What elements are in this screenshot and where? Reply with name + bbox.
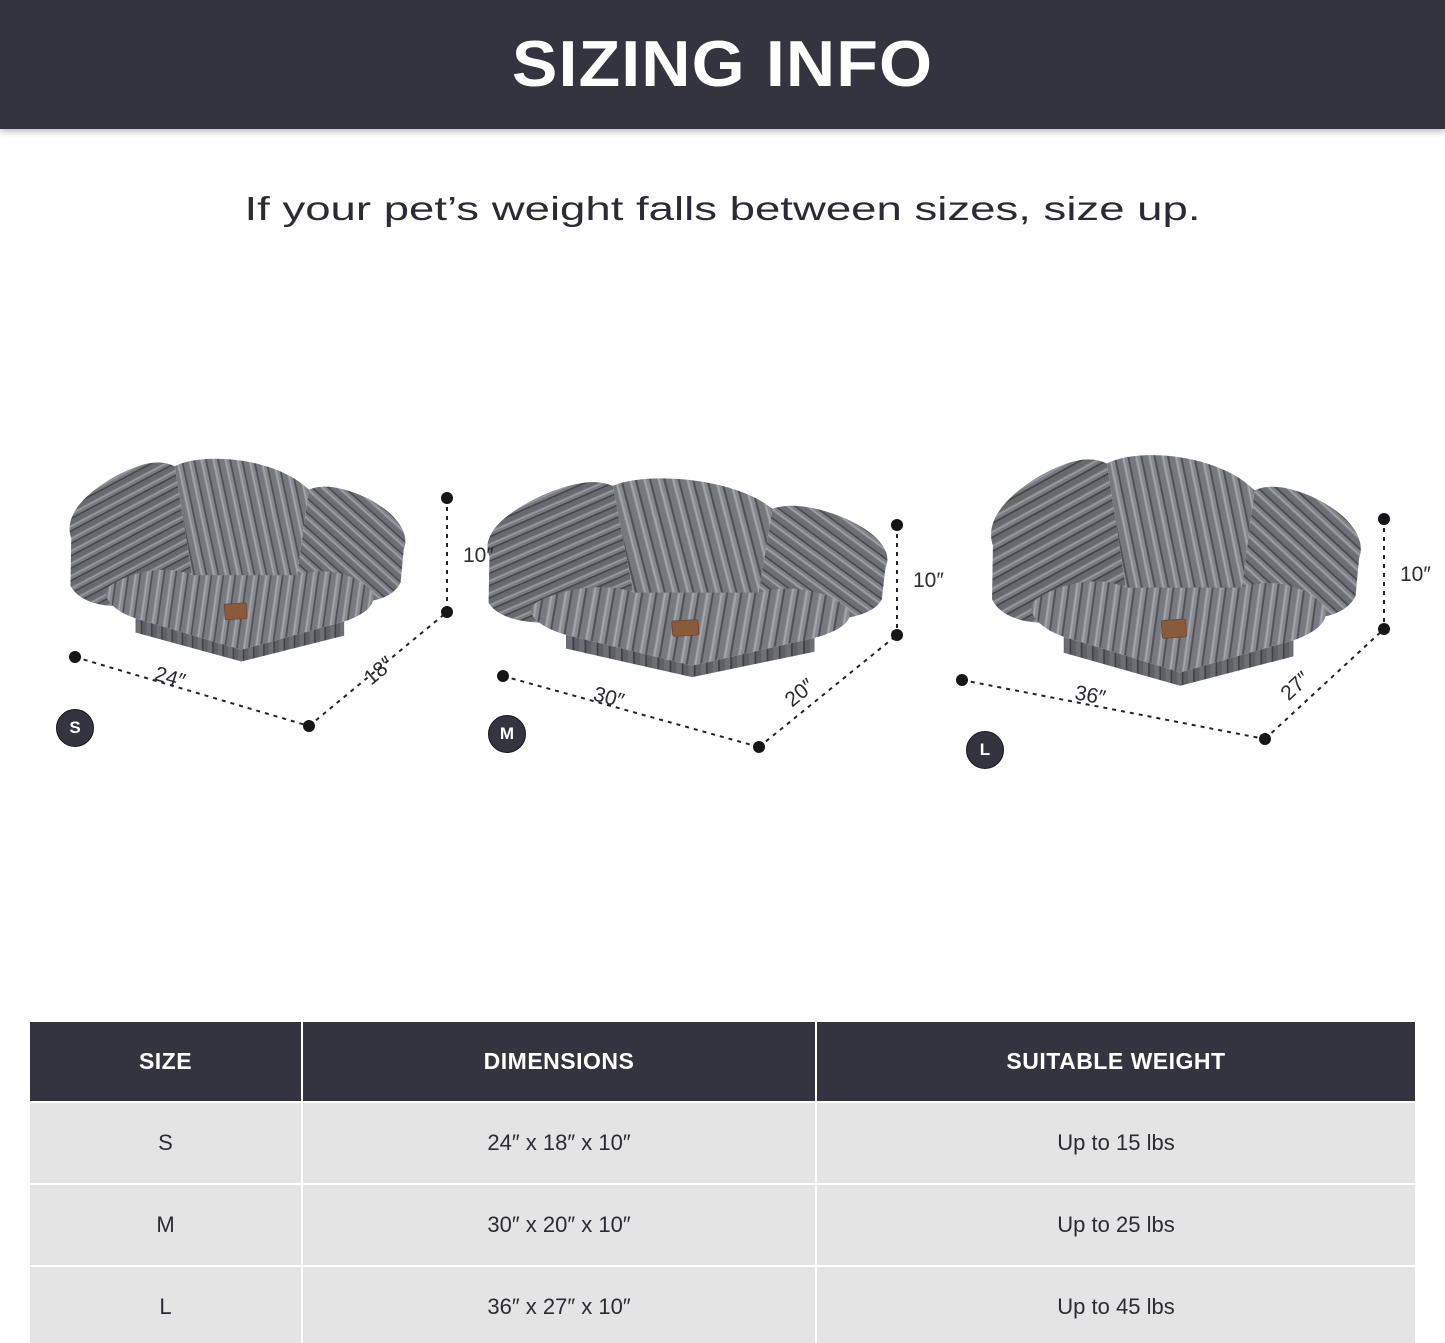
svg-text:24″: 24″	[152, 662, 189, 693]
svg-text:20″: 20″	[781, 674, 820, 712]
svg-text:10″: 10″	[1400, 563, 1431, 586]
svg-text:27″: 27″	[1276, 667, 1315, 705]
svg-text:36″: 36″	[1073, 681, 1108, 710]
svg-text:30″: 30″	[591, 683, 627, 714]
svg-text:10″: 10″	[463, 544, 494, 567]
svg-text:10″: 10″	[913, 569, 944, 592]
